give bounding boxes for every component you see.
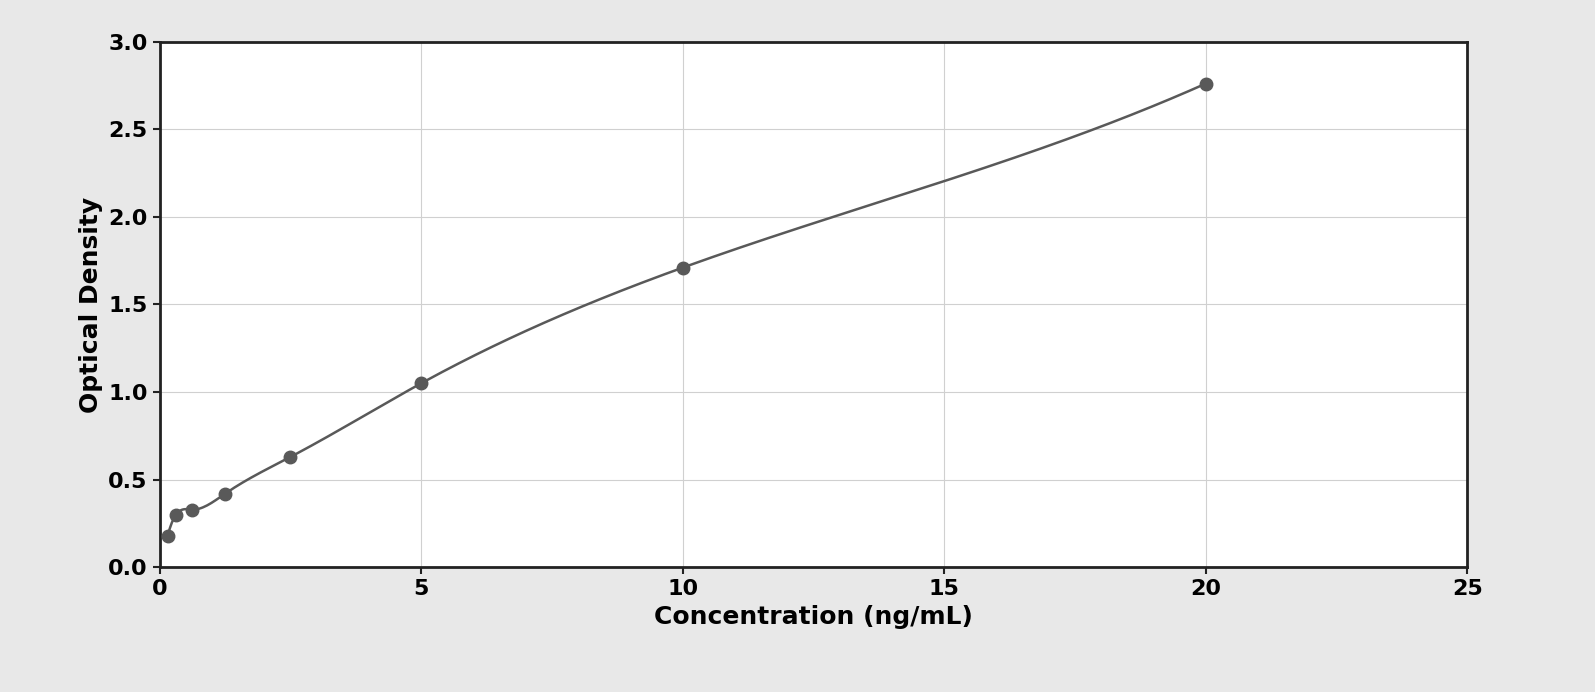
X-axis label: Concentration (ng/mL): Concentration (ng/mL) — [654, 605, 973, 629]
Point — [408, 378, 434, 389]
Point — [155, 530, 180, 541]
Point — [212, 489, 238, 500]
Y-axis label: Optical Density: Optical Density — [78, 197, 102, 412]
Point — [670, 262, 695, 273]
Point — [179, 504, 204, 515]
Point — [1193, 78, 1219, 89]
Point — [163, 509, 188, 520]
Point — [278, 451, 303, 462]
